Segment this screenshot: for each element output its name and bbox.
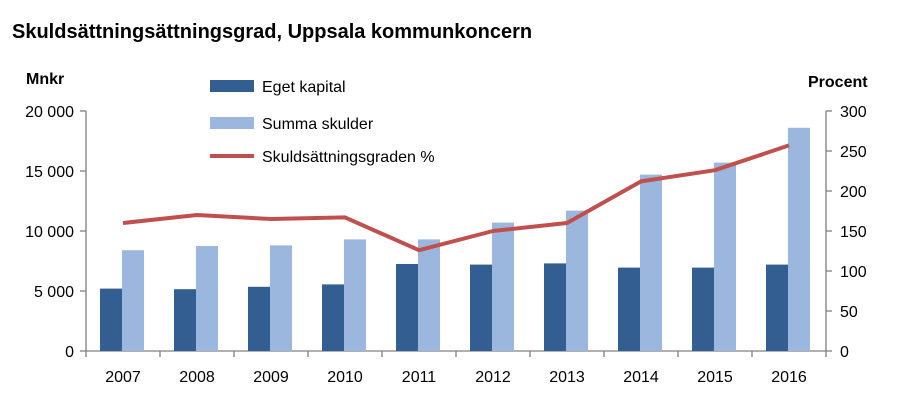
bar-eget-kapital-2015 (692, 267, 714, 351)
legend-swatch-summa-skulder (210, 117, 254, 129)
x-tick-label: 2013 (549, 369, 585, 386)
x-axis-labels: 2007 2008 2009 2010 2011 2012 2013 2014 2015 2016 (105, 369, 807, 386)
bar-summa-skulder-2009 (270, 245, 292, 351)
x-tick-label: 2010 (327, 369, 363, 386)
left-tick-label: 15 000 (25, 164, 74, 181)
x-tick-label: 2011 (402, 369, 437, 386)
bar-summa-skulder-2007 (122, 250, 144, 351)
right-axis-labels: 0 50 100 150 200 250 300 (840, 104, 867, 361)
left-axis-labels: 0 5 000 10 000 15 000 20 000 (25, 104, 74, 361)
bar-summa-skulder-2016 (788, 127, 810, 351)
line-skuldsattningsgraden (122, 143, 790, 253)
bar-summa-skulder-2013 (566, 210, 588, 351)
left-tick-label: 0 (65, 344, 74, 361)
right-tick-label: 150 (840, 224, 867, 241)
x-tick-label: 2015 (697, 369, 733, 386)
x-tick-label: 2014 (623, 369, 659, 386)
x-tick-label: 2008 (179, 369, 215, 386)
legend-label-summa-skulder: Summa skulder (262, 116, 374, 133)
right-tick-label: 0 (840, 344, 849, 361)
x-tick-label: 2007 (105, 369, 141, 386)
right-tick-label: 200 (840, 184, 867, 201)
bar-summa-skulder-2008 (196, 246, 218, 351)
left-tick-label: 5 000 (34, 284, 74, 301)
right-tick-label: 300 (840, 104, 867, 121)
bar-eget-kapital-2011 (396, 264, 418, 351)
legend: Eget kapital Summa skulder Skuldsättning… (210, 79, 435, 166)
bar-eget-kapital-2013 (544, 263, 566, 351)
left-tick-label: 10 000 (25, 224, 74, 241)
left-tick-label: 20 000 (25, 104, 74, 121)
bars (100, 127, 810, 351)
bar-summa-skulder-2014 (640, 174, 662, 351)
chart-title: Skuldsättningsättningsgrad, Uppsala komm… (12, 21, 532, 43)
right-tick-label: 50 (840, 304, 858, 321)
x-tick-label: 2012 (475, 369, 511, 386)
bar-summa-skulder-2010 (344, 239, 366, 351)
bar-summa-skulder-2012 (492, 222, 514, 351)
right-axis-unit: Procent (808, 74, 868, 91)
bar-eget-kapital-2016 (766, 264, 788, 351)
bar-eget-kapital-2008 (174, 289, 196, 351)
bar-summa-skulder-2015 (714, 162, 736, 351)
bar-eget-kapital-2007 (100, 288, 122, 351)
left-axis-unit: Mnkr (26, 71, 64, 88)
legend-label-eget-kapital: Eget kapital (262, 79, 346, 96)
right-tick-label: 250 (840, 144, 867, 161)
x-tick-label: 2009 (253, 369, 289, 386)
bar-summa-skulder-2011 (418, 239, 440, 351)
bar-eget-kapital-2012 (470, 264, 492, 351)
x-tick-label: 2016 (771, 369, 807, 386)
bar-eget-kapital-2014 (618, 267, 640, 351)
bar-eget-kapital-2009 (248, 286, 270, 351)
legend-swatch-eget-kapital (210, 80, 254, 92)
legend-label-skuldsattningsgraden: Skuldsättningsgraden % (262, 149, 435, 166)
bar-eget-kapital-2010 (322, 284, 344, 351)
right-tick-label: 100 (840, 264, 867, 281)
ratio-line (122, 143, 790, 253)
